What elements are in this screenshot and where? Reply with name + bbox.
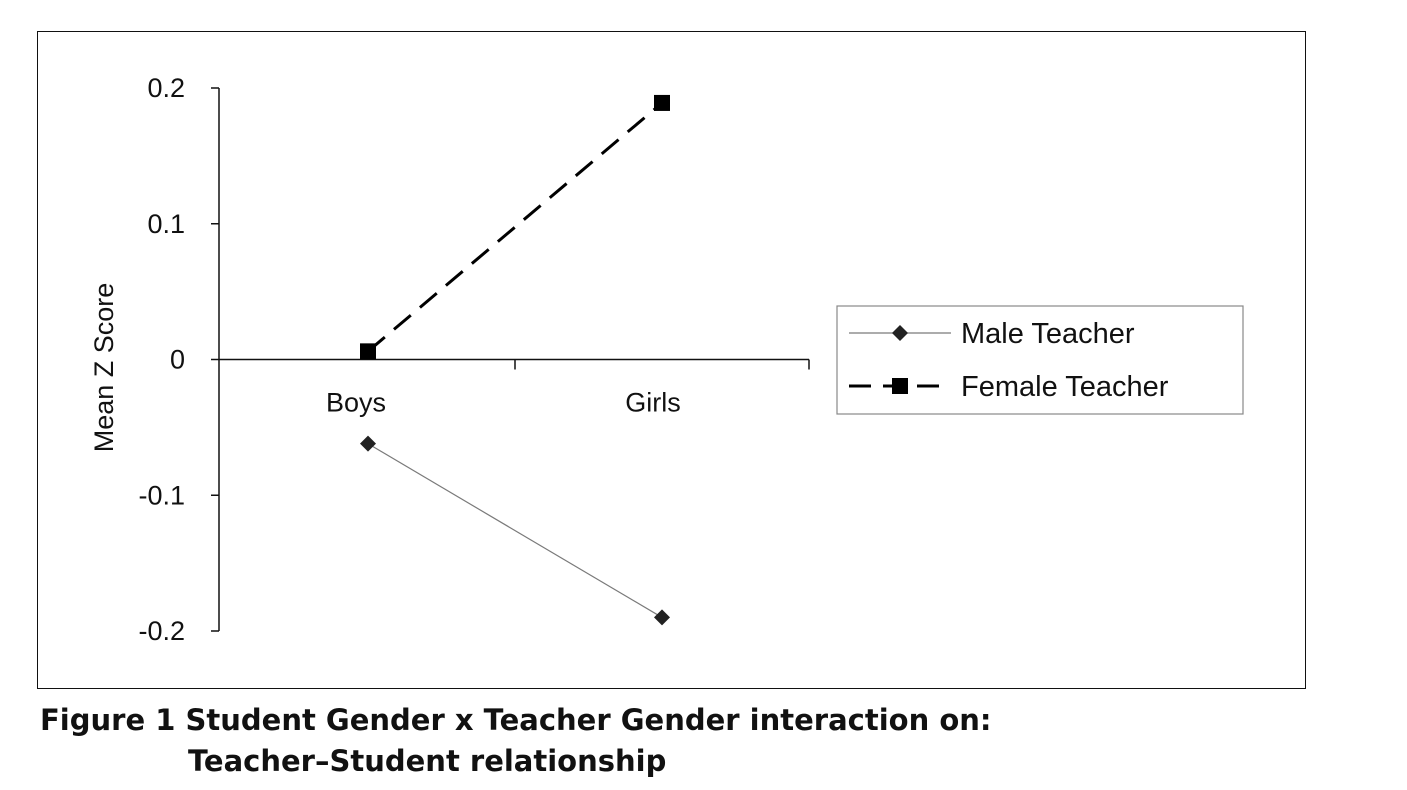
- line-chart: 0.2 0.1 0 -0.1 -0.2 Boys Girls Mean Z Score Mal…: [89, 73, 1244, 646]
- data-point-male-teacher: [654, 609, 670, 626]
- x-tick-label: Boys: [326, 388, 386, 418]
- figure-caption: Figure 1 Student Gender x Teacher Gender…: [40, 700, 1340, 782]
- data-point-male-teacher: [360, 435, 376, 452]
- legend-box: [836, 305, 1244, 415]
- chart-frame: 0.2 0.1 0 -0.1 -0.2 Boys Girls Mean Z Score Mal…: [37, 31, 1306, 689]
- axes: 0.2 0.1 0 -0.1 -0.2 Boys Girls Mean Z Score: [89, 73, 810, 646]
- series-line-male-teacher: [367, 443, 663, 618]
- y-tick-label: -0.1: [138, 480, 185, 510]
- x-tick-label: Girls: [625, 388, 681, 418]
- y-tick-label: 0: [170, 345, 185, 375]
- y-tick-label: 0.2: [147, 73, 185, 103]
- y-tick-label: 0.1: [147, 209, 185, 239]
- legend-label-male-teacher: Male Teacher: [961, 318, 1135, 350]
- y-axis-title: Mean Z Score: [89, 283, 119, 453]
- caption-line-1: Figure 1 Student Gender x Teacher Gender…: [40, 703, 992, 737]
- data-point-female-teacher: [360, 343, 376, 360]
- legend: Male Teacher Female Teacher: [836, 305, 1244, 415]
- y-tick-label: -0.2: [138, 616, 185, 646]
- caption-line-2: Teacher–Student relationship: [188, 744, 667, 778]
- series-layer: [360, 94, 670, 626]
- legend-marker-male-teacher: [892, 325, 908, 341]
- data-point-female-teacher: [654, 94, 670, 111]
- legend-marker-female-teacher: [892, 378, 908, 394]
- series-line-female-teacher: [367, 101, 663, 353]
- legend-label-female-teacher: Female Teacher: [961, 371, 1169, 403]
